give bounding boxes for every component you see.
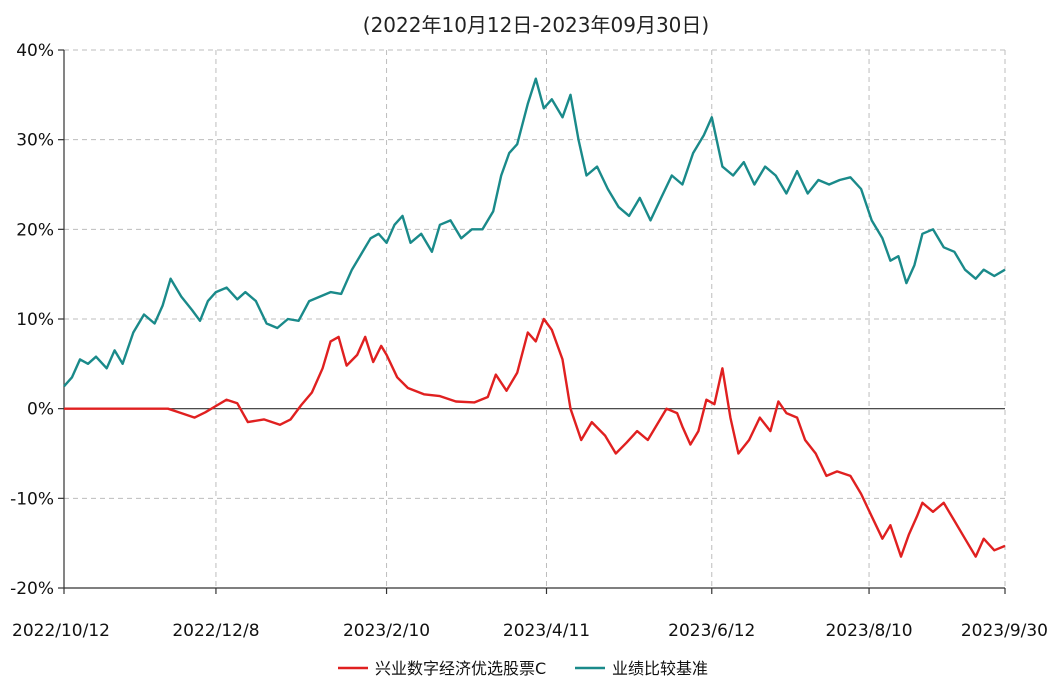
chart-title: (2022年10月12日-2023年09月30日) bbox=[363, 13, 709, 37]
series-line-1 bbox=[63, 77, 1006, 388]
x-tick-label: 2023/6/12 bbox=[668, 621, 755, 641]
x-tick-label: 2023/9/30 bbox=[961, 621, 1048, 641]
y-tick-label: -20% bbox=[10, 579, 54, 599]
y-tick-label: 30% bbox=[16, 131, 54, 151]
x-tick-label: 2023/8/10 bbox=[825, 621, 912, 641]
x-tick-label: 2022/12/8 bbox=[172, 621, 259, 641]
x-tick-label: 2023/4/11 bbox=[503, 621, 590, 641]
x-tick-label: 2023/2/10 bbox=[343, 621, 430, 641]
y-tick-label: -10% bbox=[10, 489, 54, 509]
y-tick-label: 0% bbox=[27, 400, 54, 420]
series-lines bbox=[63, 77, 1006, 558]
grid bbox=[64, 49, 1006, 588]
x-tick-label: 2022/10/12 bbox=[12, 621, 110, 641]
legend-label: 兴业数字经济优选股票C bbox=[375, 659, 546, 678]
y-tick-label: 20% bbox=[16, 220, 54, 240]
legend: 兴业数字经济优选股票C 业绩比较基准 bbox=[338, 659, 708, 678]
y-tick-label: 40% bbox=[16, 41, 54, 61]
series-line-0 bbox=[64, 317, 1006, 558]
axes: 40% 30% 20% 10% 0% -10% -20% 2022/10/12 2022/12/… bbox=[10, 41, 1048, 641]
legend-label: 业绩比较基准 bbox=[612, 659, 708, 678]
y-tick-label: 10% bbox=[16, 310, 54, 330]
